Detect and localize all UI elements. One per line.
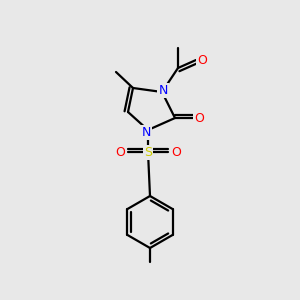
Text: O: O: [194, 112, 204, 124]
Text: S: S: [144, 146, 152, 158]
Text: N: N: [158, 83, 168, 97]
Text: O: O: [197, 53, 207, 67]
Text: O: O: [171, 146, 181, 158]
Text: N: N: [141, 125, 151, 139]
Text: O: O: [115, 146, 125, 158]
